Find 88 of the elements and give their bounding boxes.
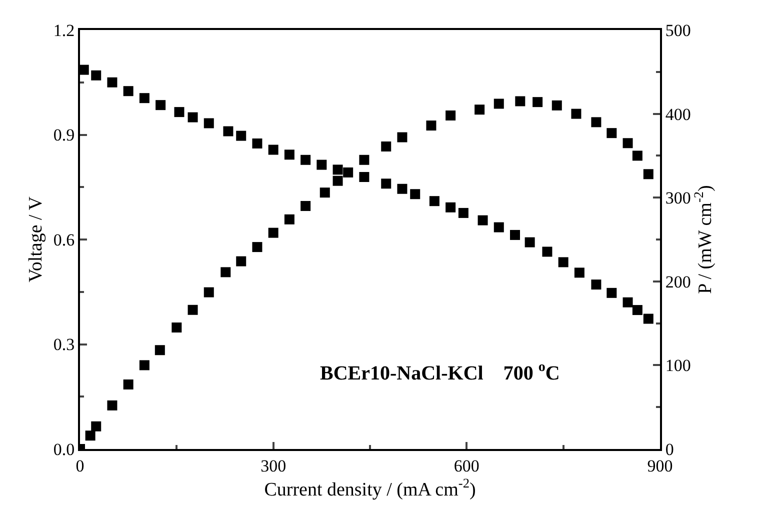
point [204,287,214,298]
point [426,120,436,131]
x-tick-label: 0 [76,456,84,476]
x-axis-title: Current density / (mA cm$^{-2}$) [264,476,476,501]
point [446,202,456,212]
point [622,138,633,148]
point [91,70,102,80]
point [91,421,102,432]
point [606,288,617,298]
point [542,246,552,257]
y-tick-label: 0.3 [53,335,75,354]
y-tick-label: 0.0 [53,440,75,459]
point [591,117,602,128]
point [632,150,642,161]
y2-tick-label: 500 [665,20,691,40]
point [510,230,520,240]
point [236,256,246,266]
point [397,184,408,194]
point [284,150,294,160]
point [268,228,278,238]
point [300,200,311,211]
point [574,268,584,278]
point [446,110,456,120]
point [316,160,327,170]
point [458,208,468,218]
point [632,305,642,316]
point [429,196,440,206]
point [107,400,118,410]
point [220,267,231,278]
point [410,189,420,200]
point [156,100,166,110]
y2-tick-label: 300 [665,188,691,208]
annotation: BCEr10-NaCl-KCl 700 $^{o}$C [320,360,560,384]
point [591,280,602,290]
point [397,132,408,142]
point [252,242,262,252]
point [643,314,654,324]
y2-tick-label: 100 [665,356,691,376]
y-tick-label: 0.6 [53,230,75,250]
point [332,176,343,186]
point [107,77,118,88]
point [478,215,488,226]
x-tick-label: 600 [454,456,480,476]
y2-tick-label: 0 [665,440,674,459]
point [236,130,246,141]
point [494,222,504,232]
point [606,128,617,138]
point [223,126,234,136]
point [284,214,294,224]
point [571,108,582,119]
point [188,304,198,315]
point [154,345,165,356]
point [359,154,370,165]
point [515,96,526,106]
x-tick-label: 300 [260,456,286,476]
point [343,167,354,178]
point [85,430,96,441]
y-axis-title: Voltage / V [26,196,47,282]
point [320,188,330,198]
point [204,118,214,128]
point [80,64,89,75]
point [268,144,278,155]
point [139,93,150,104]
point [381,178,392,189]
point [174,107,184,118]
point [252,138,262,148]
point [188,112,198,122]
point [524,237,535,248]
point [123,86,134,96]
point [643,169,654,180]
y2-tick-label: 400 [665,104,691,124]
point [558,257,568,268]
point [622,297,633,308]
point [494,98,504,109]
y-tick-label: 0.9 [53,126,75,145]
y-tick-label: 1.2 [53,20,75,40]
point [172,322,182,332]
point [139,360,150,370]
point [474,104,485,115]
y2-tick-label: 200 [665,272,691,292]
point [552,100,562,110]
point [300,154,311,165]
point [332,164,343,175]
x-tick-label: 900 [647,456,673,476]
point [123,379,134,390]
point [359,172,370,182]
point [381,141,392,152]
point [532,97,543,108]
